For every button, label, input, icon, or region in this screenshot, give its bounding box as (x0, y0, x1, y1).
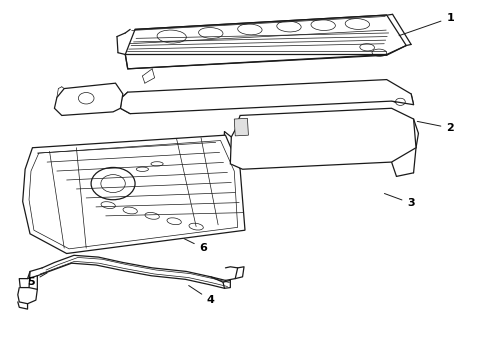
Text: 4: 4 (189, 285, 215, 305)
Polygon shape (125, 15, 406, 69)
Polygon shape (23, 135, 245, 253)
Polygon shape (121, 80, 414, 114)
Polygon shape (230, 108, 416, 169)
Text: 2: 2 (417, 121, 454, 133)
Text: 7: 7 (79, 98, 94, 108)
Text: 6: 6 (184, 239, 207, 253)
Polygon shape (54, 83, 123, 116)
Text: 5: 5 (27, 273, 47, 287)
Polygon shape (234, 118, 248, 136)
Text: 1: 1 (399, 13, 454, 36)
Text: 3: 3 (385, 194, 415, 208)
